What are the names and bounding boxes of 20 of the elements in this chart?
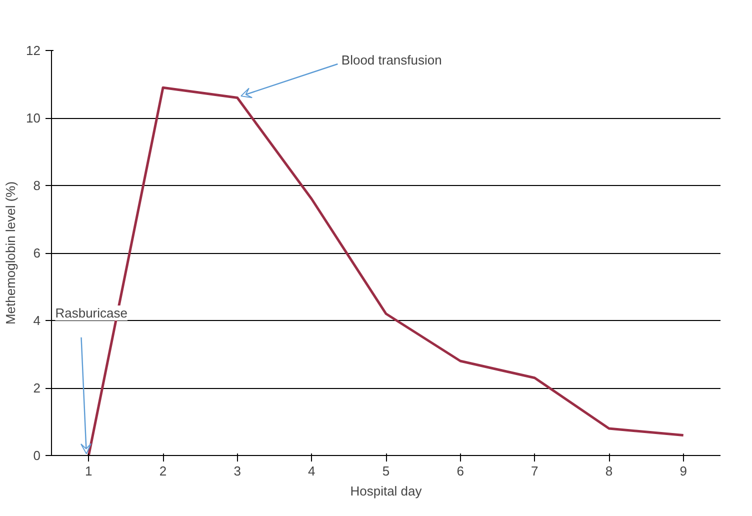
x-tick-label: 9	[680, 464, 687, 478]
x-tick-label: 6	[456, 464, 464, 478]
annotation: Blood transfusion	[341, 52, 442, 68]
x-axis-title: Hospital day	[350, 484, 422, 498]
x-tick-label: 2	[159, 464, 167, 478]
y-tick-label: 8	[33, 178, 41, 193]
y-axis-title: Methemoglobin level (%)	[3, 181, 18, 325]
x-tick-label: 1	[85, 464, 92, 478]
x-tick-label: 8	[605, 464, 613, 478]
x-tick-label: 7	[531, 464, 538, 478]
y-tick-label: 10	[26, 110, 41, 126]
y-tick-label: 0	[33, 448, 41, 463]
x-tick-label: 3	[234, 464, 241, 478]
y-tick-label: 6	[33, 246, 41, 260]
x-tick-label: 4	[308, 464, 316, 478]
x-tick-label: 5	[382, 464, 390, 478]
y-tick-label: 2	[33, 380, 41, 396]
y-tick-label: 4	[33, 313, 41, 328]
annotation: Rasburicase	[55, 306, 128, 320]
y-tick-label: 12	[26, 43, 41, 58]
